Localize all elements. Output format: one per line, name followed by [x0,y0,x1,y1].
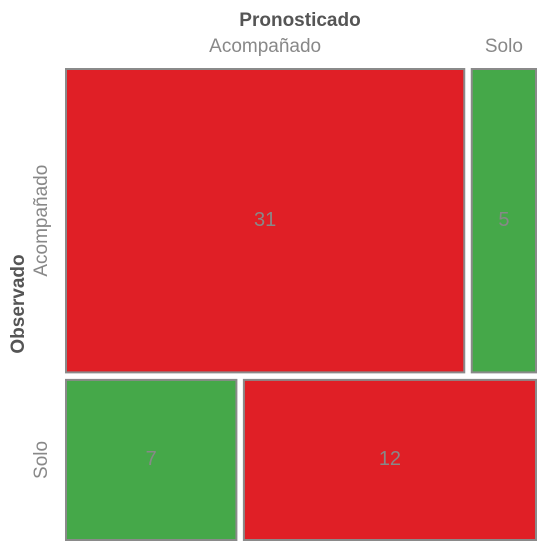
y-axis-title: Observado [8,254,29,353]
mosaic-tile [242,378,537,541]
y-tick-label: Acompañado [31,165,52,277]
mosaic-tile [470,68,537,374]
x-tick-label: Acompañado [209,36,321,57]
x-axis-title: Pronosticado [239,10,360,31]
y-tick-label: Solo [31,441,52,479]
x-tick-label: Solo [485,36,523,57]
tile-label: 7 [146,448,157,470]
mosaic-tile [65,68,466,374]
tile-label: 12 [379,448,401,470]
mosaic-tile [65,378,238,541]
tile-label: 5 [498,209,509,231]
tile-label: 31 [254,209,276,231]
